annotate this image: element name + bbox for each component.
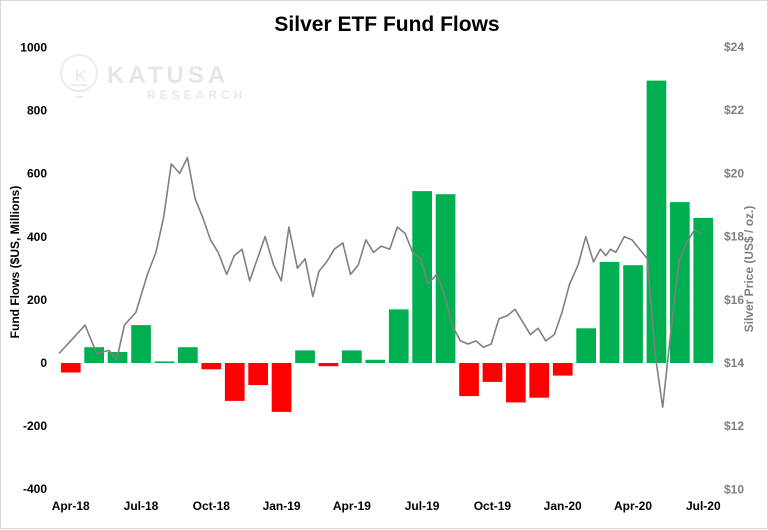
- fund-flow-bar: [552, 363, 573, 376]
- fund-flow-bar: [84, 347, 104, 363]
- x-tick-label: Jul-18: [124, 499, 159, 513]
- left-tick-label: 400: [27, 230, 47, 244]
- left-tick-label: 800: [27, 104, 47, 118]
- fund-flow-bar: [60, 363, 81, 373]
- right-tick-label: $24: [724, 40, 744, 54]
- fund-flow-bar: [365, 359, 386, 363]
- left-tick-label: 0: [40, 356, 47, 370]
- right-tick-label: $16: [724, 293, 744, 307]
- left-tick-label: -400: [23, 482, 47, 496]
- fund-flow-bar: [670, 202, 690, 363]
- x-axis-ticks: Apr-18 Jul-18 Oct-18 Jan-19 Apr-19 Jul-19 Oct-…: [52, 499, 721, 513]
- watermark-logo: K: [60, 54, 98, 98]
- fund-flow-bar: [529, 363, 550, 398]
- left-axis-title: Fund Flows ($US, Millions): [8, 186, 22, 339]
- fund-flow-bar: [693, 217, 714, 363]
- fund-flow-bar: [271, 363, 292, 412]
- left-axis-ticks: 1000 800 600 400 200 0 -200 -400: [20, 41, 47, 497]
- right-tick-label: $14: [724, 356, 744, 370]
- right-tick-label: $10: [724, 482, 744, 496]
- x-tick-label: Jan-20: [544, 499, 582, 513]
- fund-flow-bar: [131, 325, 151, 363]
- fund-flow-bar: [178, 347, 198, 363]
- fund-flow-bars: [60, 80, 714, 412]
- fund-flow-bar: [412, 191, 432, 363]
- right-tick-label: $20: [724, 166, 744, 180]
- fund-flow-bar: [646, 80, 667, 363]
- fund-flow-bar: [506, 363, 526, 403]
- x-tick-label: Apr-18: [52, 499, 90, 513]
- fund-flow-bar: [224, 363, 245, 401]
- left-tick-label: 1000: [20, 41, 47, 55]
- x-tick-label: Jan-19: [263, 499, 301, 513]
- left-tick-label: 600: [27, 167, 47, 181]
- chart-title: Silver ETF Fund Flows: [274, 13, 499, 36]
- x-tick-label: Jul-19: [405, 499, 440, 513]
- watermark-brand: KATUSA: [107, 62, 229, 89]
- fund-flow-bar: [342, 350, 362, 363]
- x-tick-label: Oct-19: [474, 499, 512, 513]
- svg-text:K: K: [75, 68, 87, 85]
- right-axis-title: Silver Price (US$ / oz.): [742, 206, 756, 333]
- right-tick-label: $22: [724, 103, 744, 117]
- left-tick-label: -200: [23, 419, 47, 433]
- fund-flow-bar: [248, 363, 268, 386]
- fund-flow-bar: [154, 361, 175, 363]
- fund-flow-bar: [201, 363, 222, 370]
- x-tick-label: Apr-20: [614, 499, 652, 513]
- fund-flow-bar: [623, 265, 643, 363]
- x-tick-label: Apr-19: [333, 499, 371, 513]
- right-tick-label: $18: [724, 230, 744, 244]
- silver-price-line: [58, 156, 703, 408]
- fund-flow-bar: [599, 262, 620, 363]
- x-tick-label: Jul-20: [686, 499, 721, 513]
- right-tick-label: $12: [724, 419, 744, 433]
- left-tick-label: 200: [27, 293, 47, 307]
- fund-flow-bar: [388, 309, 409, 363]
- fund-flow-bar: [318, 363, 339, 367]
- right-axis-ticks: $24 $22 $20 $18 $16 $14 $12 $10: [724, 40, 744, 496]
- fund-flow-bar: [482, 363, 503, 382]
- fund-flow-bar: [459, 363, 479, 397]
- watermark-research: RESEARCH: [147, 88, 246, 102]
- fund-flow-bar: [295, 350, 315, 363]
- x-tick-label: Oct-18: [193, 499, 231, 513]
- fund-flow-bar: [576, 328, 596, 363]
